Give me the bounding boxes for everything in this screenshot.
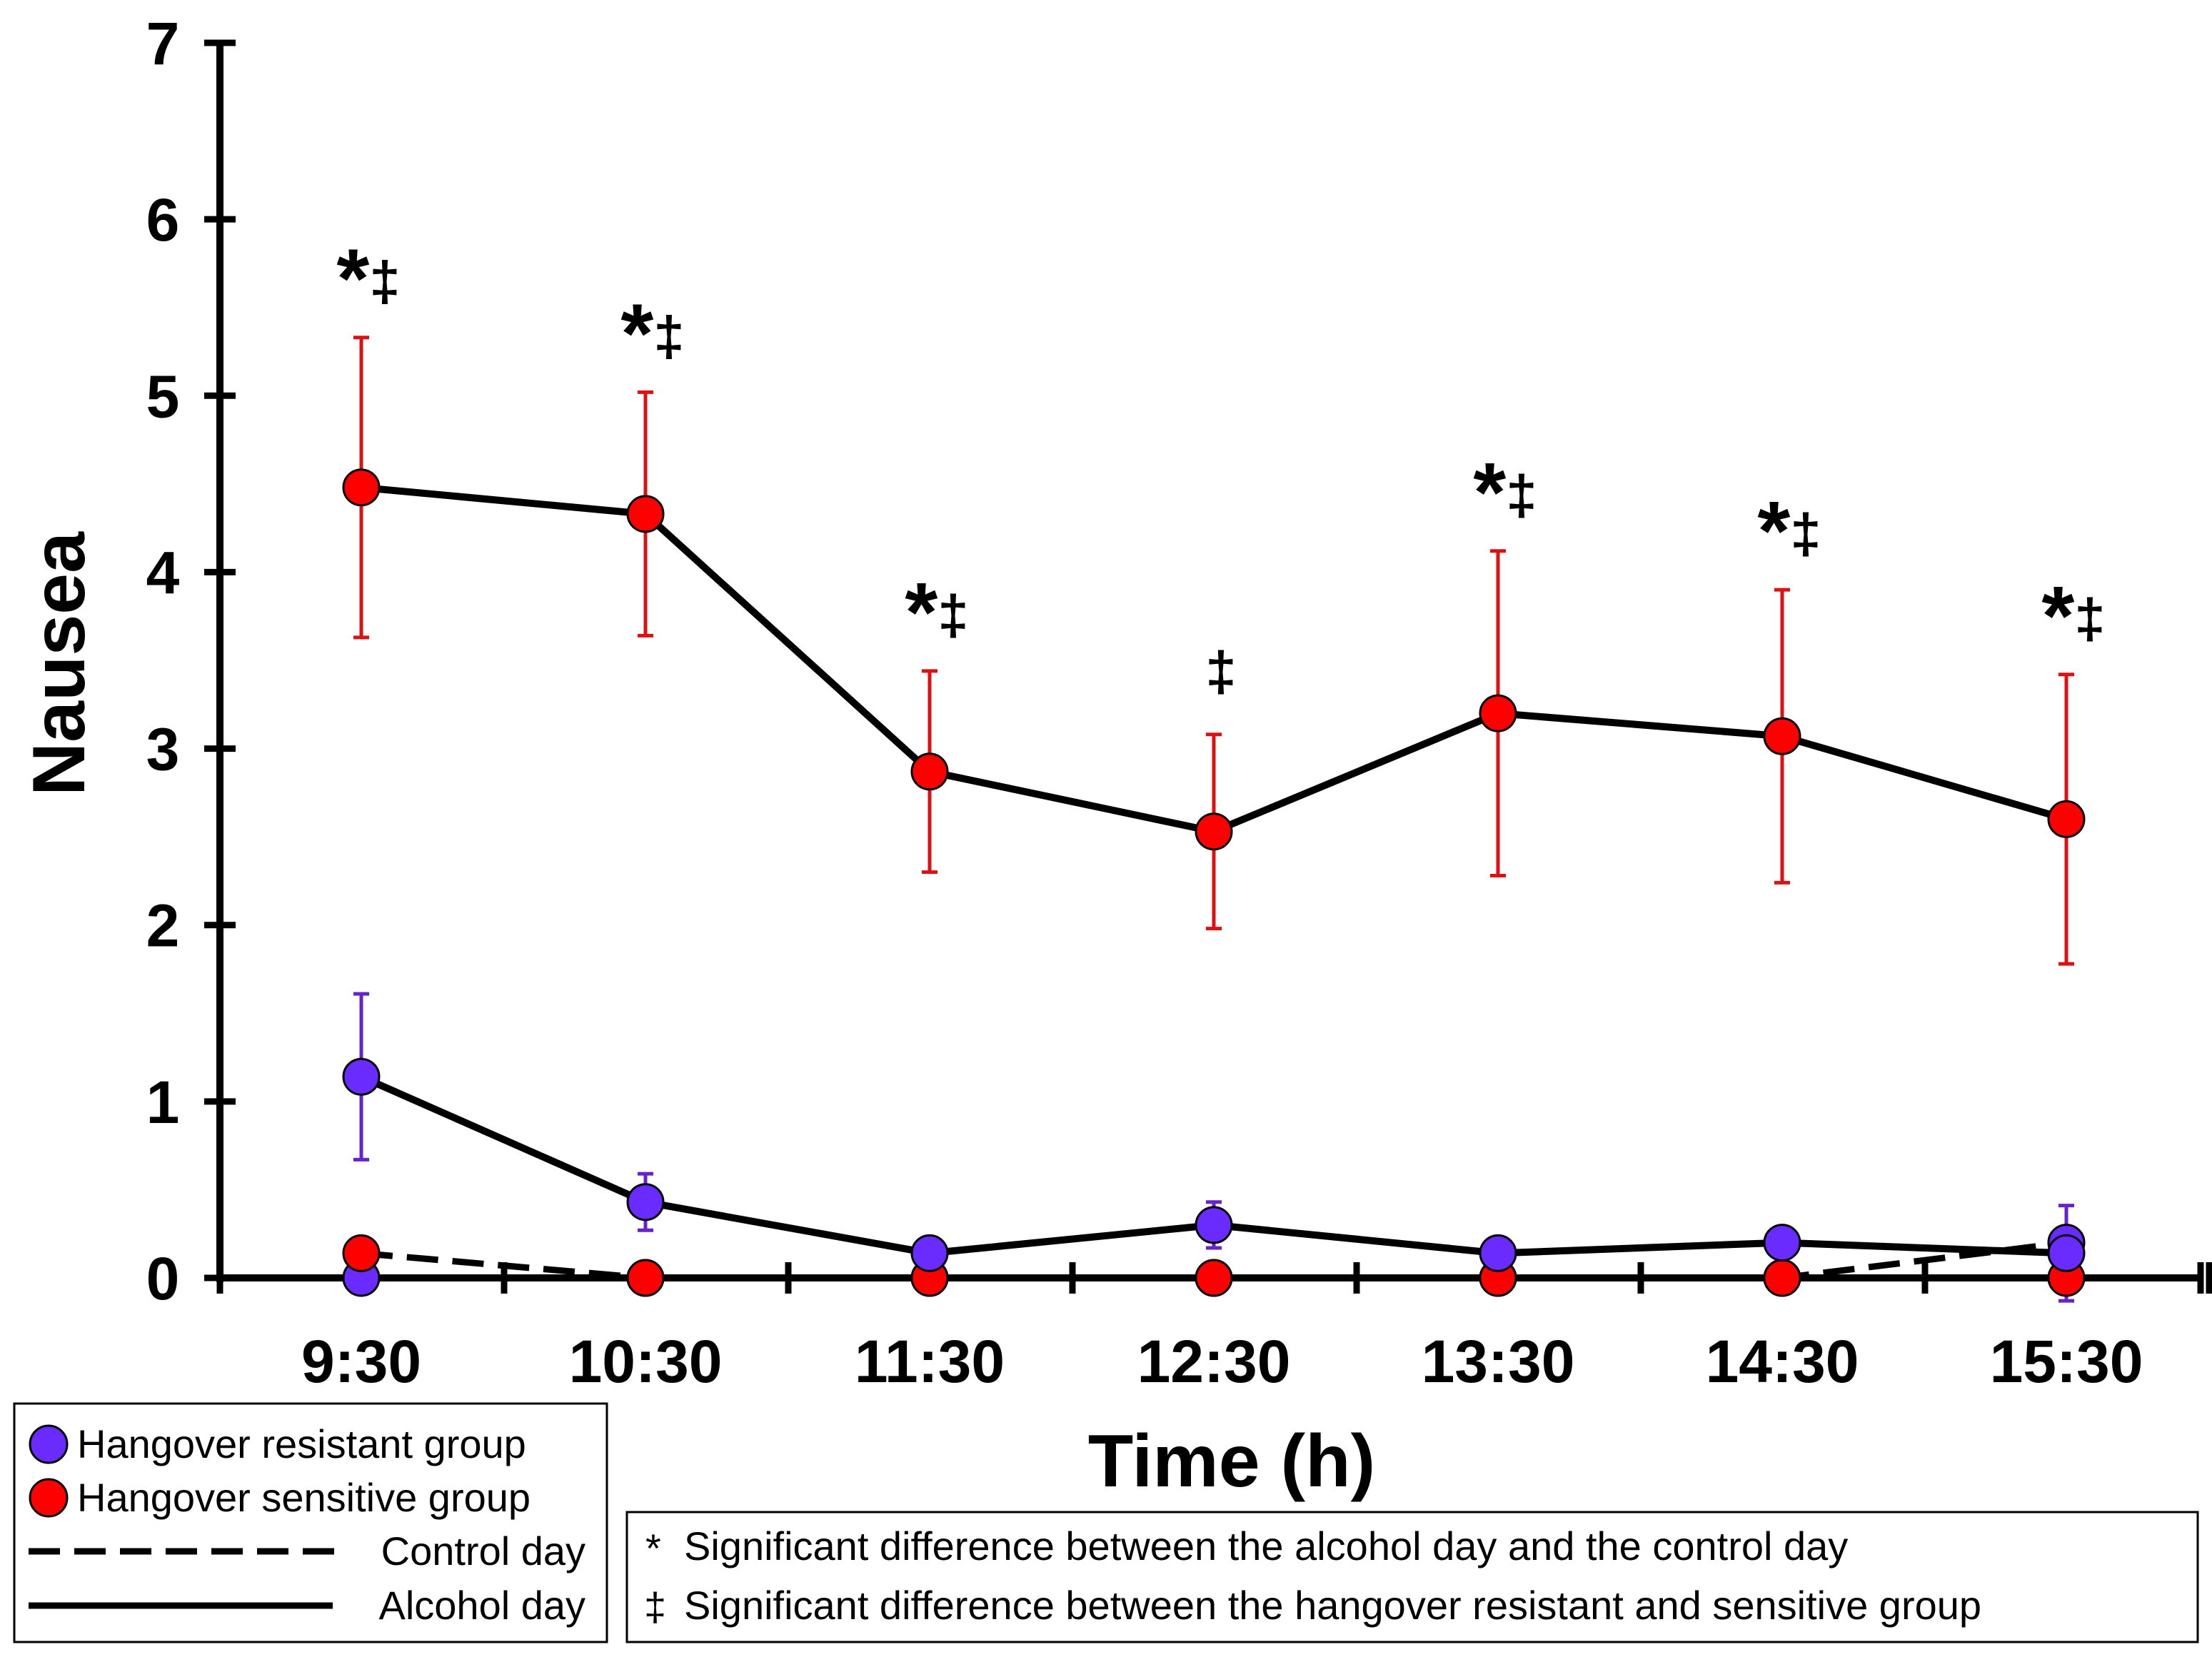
- footnote-star-text: Significant difference between the alcoh…: [684, 1523, 1848, 1568]
- sensitive-alcohol-point: [342, 468, 381, 507]
- sensitive-alcohol-point: [1763, 717, 1801, 755]
- significance-footnote: * Significant difference between the alc…: [625, 1511, 2199, 1643]
- x-tick-label: 10:30: [569, 1328, 723, 1395]
- significance-mark: *‡: [2041, 569, 2105, 663]
- legend-sensitive-label: Hangover sensitive group: [77, 1475, 531, 1520]
- axes: 0 1 2 3 4 5 6 7 9:30 10:30 11:30 12:30 13:30 14:30 15:…: [146, 10, 2212, 1395]
- x-axis-title: Time (h): [1088, 1420, 1376, 1503]
- significance-mark: ‡: [1205, 640, 1236, 702]
- x-tick-label: 15:30: [1990, 1328, 2143, 1395]
- y-tick-label: 7: [146, 10, 180, 77]
- footnote-dagger-symbol: ‡: [644, 1584, 666, 1629]
- resistant-alcohol-point: [1195, 1206, 1233, 1244]
- y-axis-title: Nausea: [18, 531, 101, 796]
- legend-resistant-label: Hangover resistant group: [77, 1421, 526, 1466]
- resistant-alcohol-point: [2047, 1234, 2086, 1272]
- significance-mark: *‡: [1473, 445, 1537, 540]
- x-tick-label: 11:30: [855, 1328, 1005, 1395]
- legend-control-label: Control day: [381, 1528, 585, 1573]
- legend-resistant-marker: [29, 1424, 69, 1464]
- footnote-dagger-text: Significant difference between the hango…: [684, 1583, 1981, 1628]
- y-tick-label: 5: [146, 363, 180, 430]
- significance-mark: *‡: [1757, 484, 1821, 578]
- sensitive-control-point: [1763, 1259, 1801, 1297]
- sensitive-alcohol-point: [1479, 694, 1517, 732]
- data-points: [342, 468, 2086, 1297]
- footnote-star-symbol: *: [645, 1526, 661, 1571]
- significance-annotations: *‡ *‡ *‡ ‡ *‡ *‡ *‡: [336, 232, 2105, 702]
- resistant-alcohol-point: [910, 1234, 949, 1272]
- y-tick-label: 6: [146, 186, 180, 253]
- legend-sensitive-marker: [29, 1478, 69, 1518]
- resistant-alcohol-point: [342, 1057, 381, 1096]
- legend: Hangover resistant group Hangover sensit…: [13, 1402, 608, 1643]
- sensitive-control-point: [342, 1234, 381, 1272]
- x-tick-label: 12:30: [1137, 1328, 1291, 1395]
- y-tick-label: 0: [146, 1245, 180, 1312]
- legend-alcohol-label: Alcohol day: [378, 1583, 585, 1628]
- significance-mark: *‡: [336, 232, 400, 326]
- significance-mark: *‡: [620, 286, 684, 381]
- y-tick-label: 3: [146, 716, 180, 783]
- sensitive-alcohol-point: [1195, 812, 1233, 851]
- x-tick-label: 13:30: [1422, 1328, 1575, 1395]
- sensitive-alcohol-point: [2047, 800, 2086, 838]
- sensitive-alcohol-point: [910, 752, 949, 791]
- y-tick-label: 2: [146, 892, 180, 960]
- sensitive-control-point: [626, 1259, 665, 1297]
- y-tick-label: 1: [146, 1069, 180, 1136]
- resistant-alcohol-point: [1479, 1234, 1517, 1272]
- sensitive-control-point: [1195, 1259, 1233, 1297]
- resistant-alcohol-point: [626, 1183, 665, 1222]
- x-tick-label: 14:30: [1706, 1328, 1859, 1395]
- resistant-alcohol-point: [1763, 1224, 1801, 1262]
- y-tick-label: 4: [146, 539, 180, 606]
- x-tick-label: 9:30: [301, 1328, 421, 1395]
- significance-mark: *‡: [905, 565, 968, 660]
- sensitive-alcohol-point: [626, 495, 665, 533]
